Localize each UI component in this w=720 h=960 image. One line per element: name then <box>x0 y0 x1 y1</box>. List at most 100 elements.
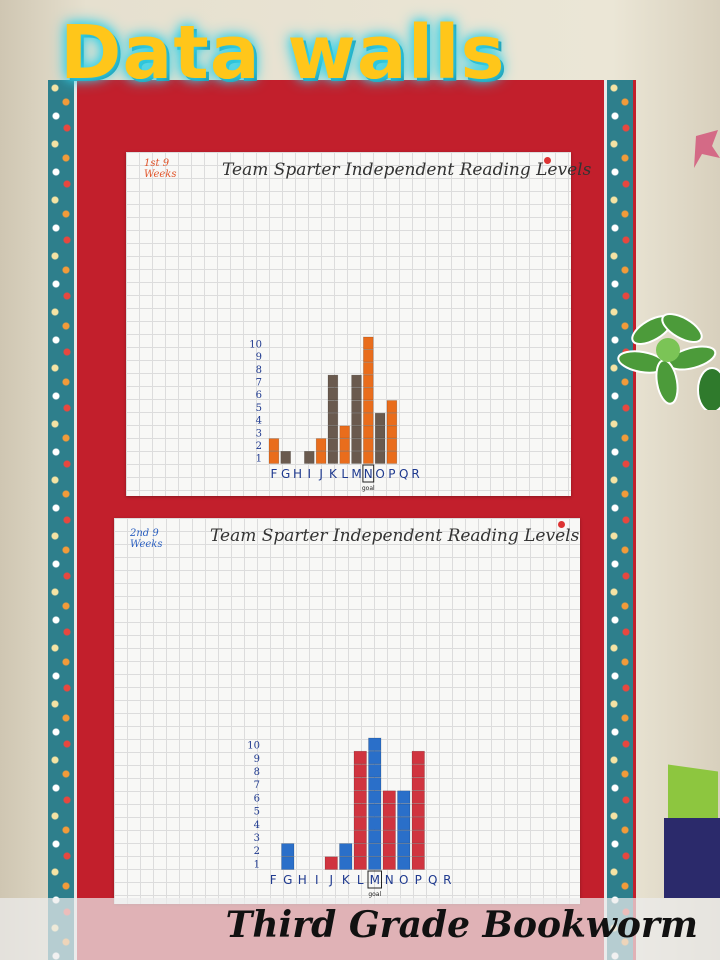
x-tick-label: M <box>370 873 380 887</box>
footer-banner: Third Grade Bookworm <box>0 898 720 960</box>
bar-K <box>327 374 339 464</box>
bar-block <box>353 856 367 870</box>
bar-block <box>397 790 411 804</box>
polka-dot-border-left <box>48 80 77 960</box>
x-tick-label: N <box>385 873 394 887</box>
bar-O <box>397 790 411 870</box>
bar-block <box>411 790 425 804</box>
poster-title: Team Sparter Independent Reading Levels <box>210 526 580 546</box>
x-tick-label: K <box>329 467 338 481</box>
x-tick-label: H <box>293 467 302 481</box>
x-tick-label: J <box>318 467 323 481</box>
bar-block <box>339 856 353 870</box>
bar-block <box>363 349 374 363</box>
bar-M <box>351 374 362 464</box>
y-tick-label: 7 <box>254 780 260 791</box>
bar-block <box>374 438 386 452</box>
bar-block <box>382 803 396 817</box>
bar-block <box>397 856 411 870</box>
bar-block <box>353 777 367 791</box>
goal-note: goal <box>368 891 381 898</box>
y-tick-label: 9 <box>256 352 262 363</box>
bar-block <box>351 438 362 452</box>
page-title: Data walls <box>60 10 506 96</box>
bar-block <box>397 830 411 844</box>
bar-block <box>327 387 339 401</box>
bar-block <box>353 803 367 817</box>
bar-block <box>411 803 425 817</box>
x-tick-label: R <box>443 873 451 887</box>
bar-block <box>363 374 374 388</box>
leaf-decoration-icon <box>617 313 720 410</box>
x-tick-label: N <box>364 467 373 481</box>
bird-decoration-icon <box>694 130 720 168</box>
bar-block <box>363 400 374 413</box>
bar-block <box>351 374 362 388</box>
poster-first-nine-weeks: 1st 9 Weeks Team Sparter Independent Rea… <box>126 152 591 496</box>
y-tick-label: 1 <box>256 454 262 465</box>
x-tick-label: F <box>270 873 277 887</box>
y-tick-label: 10 <box>247 741 260 752</box>
y-tick-label: 3 <box>256 428 262 439</box>
bar-block <box>351 425 362 439</box>
bar-block <box>281 856 295 870</box>
x-tick-label: O <box>399 873 408 887</box>
bar-block <box>363 387 374 401</box>
bar-block <box>353 843 367 857</box>
bar-block <box>368 843 382 857</box>
bar-block <box>397 816 411 831</box>
x-tick-label: G <box>283 873 292 887</box>
y-tick-label: 10 <box>249 339 262 350</box>
bar-block <box>339 843 353 857</box>
bar-block <box>351 400 362 413</box>
x-tick-label: J <box>328 873 333 887</box>
y-tick-label: 8 <box>254 767 260 778</box>
bar-block <box>351 412 362 426</box>
bar-block <box>281 843 295 857</box>
bar-block <box>363 412 374 426</box>
bar-O <box>374 412 386 464</box>
bar-block <box>368 816 382 831</box>
y-tick-label: 4 <box>254 820 260 831</box>
bar-block <box>327 425 339 439</box>
bar-block <box>327 450 339 464</box>
bar-block <box>327 412 339 426</box>
x-tick-label: K <box>342 873 351 887</box>
y-tick-label: 5 <box>256 403 262 414</box>
bar-block <box>339 450 350 464</box>
bar-block <box>411 843 425 857</box>
bar-block <box>324 856 338 870</box>
bar-block <box>363 425 374 439</box>
bar-block <box>268 438 280 452</box>
bar-block <box>353 750 367 765</box>
bar-P <box>386 400 398 464</box>
bar-block <box>368 777 382 791</box>
x-tick-label: H <box>298 873 307 887</box>
bar-block <box>353 816 367 831</box>
x-tick-label: I <box>308 467 312 481</box>
x-tick-label: O <box>375 467 384 481</box>
bar-block <box>327 438 339 452</box>
bar-block <box>327 374 339 388</box>
y-tick-label: 6 <box>256 390 262 401</box>
bar-block <box>353 830 367 844</box>
bar-block <box>368 764 382 778</box>
bar-block <box>382 856 396 870</box>
bar-block <box>397 803 411 817</box>
bar-block <box>363 438 374 452</box>
bar-block <box>327 400 339 413</box>
y-tick-label: 1 <box>254 859 260 870</box>
bar-block <box>353 764 367 778</box>
bar-block <box>411 856 425 870</box>
bar-block <box>382 843 396 857</box>
bar-block <box>397 843 411 857</box>
x-tick-label: F <box>270 467 277 481</box>
bar-J <box>315 438 327 464</box>
x-tick-label: Q <box>428 873 437 887</box>
poster-second-nine-weeks: 2nd 9 Weeks Team Sparter Independent Rea… <box>114 518 580 904</box>
x-tick-label: L <box>357 873 364 887</box>
bar-block <box>351 450 362 464</box>
bar-block <box>386 400 398 413</box>
bar-block <box>315 438 327 452</box>
